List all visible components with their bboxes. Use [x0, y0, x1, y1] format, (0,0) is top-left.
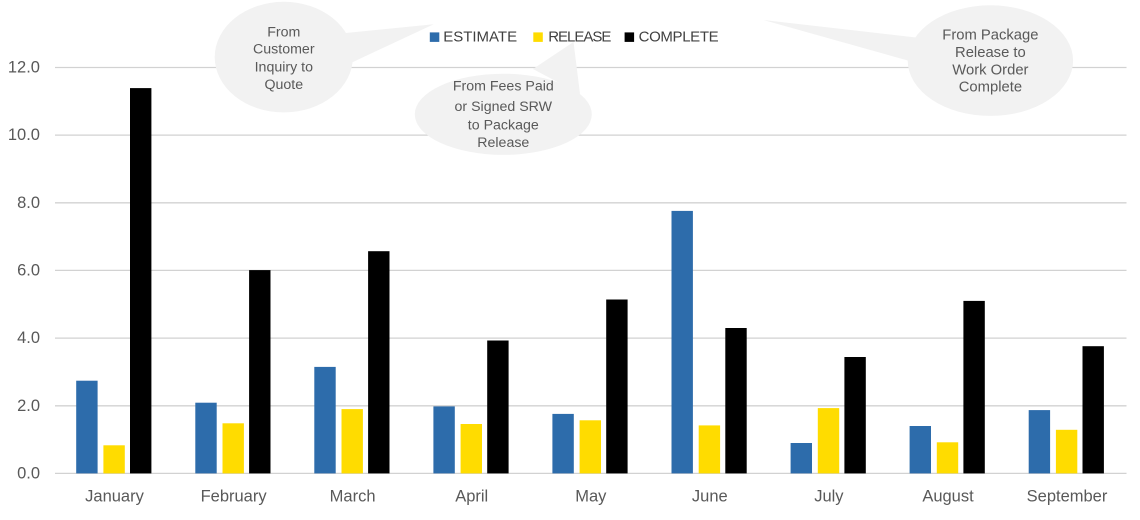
- svg-text:August: August: [922, 488, 974, 506]
- svg-text:0.0: 0.0: [17, 465, 40, 483]
- svg-text:or Signed SRW: or Signed SRW: [455, 99, 553, 115]
- svg-text:February: February: [201, 488, 268, 506]
- svg-text:January: January: [85, 488, 144, 506]
- svg-text:ESTIMATE: ESTIMATE: [443, 28, 517, 45]
- svg-text:From: From: [267, 24, 300, 40]
- svg-text:From Package: From Package: [942, 27, 1038, 43]
- svg-text:RELEASE: RELEASE: [548, 28, 611, 45]
- svg-text:Customer: Customer: [253, 42, 315, 58]
- svg-text:Complete: Complete: [959, 80, 1022, 96]
- svg-text:to Package: to Package: [468, 118, 539, 134]
- svg-text:July: July: [814, 488, 844, 506]
- svg-text:May: May: [575, 488, 607, 506]
- svg-text:Release: Release: [477, 135, 529, 151]
- svg-text:Quote: Quote: [264, 77, 303, 93]
- svg-text:March: March: [330, 488, 376, 506]
- svg-text:6.0: 6.0: [17, 262, 40, 280]
- svg-text:12.0: 12.0: [8, 59, 40, 77]
- svg-text:Release to: Release to: [955, 45, 1026, 61]
- svg-text:2.0: 2.0: [17, 397, 40, 415]
- svg-text:Work Order: Work Order: [952, 63, 1028, 79]
- svg-text:8.0: 8.0: [17, 194, 40, 212]
- svg-text:April: April: [455, 488, 488, 506]
- svg-text:Inquiry to: Inquiry to: [255, 59, 313, 75]
- svg-text:COMPLETE: COMPLETE: [639, 28, 719, 45]
- svg-text:10.0: 10.0: [8, 126, 40, 144]
- svg-text:September: September: [1027, 488, 1108, 506]
- svg-text:4.0: 4.0: [17, 329, 40, 347]
- svg-text:From Fees Paid: From Fees Paid: [453, 79, 554, 95]
- svg-text:June: June: [692, 488, 728, 506]
